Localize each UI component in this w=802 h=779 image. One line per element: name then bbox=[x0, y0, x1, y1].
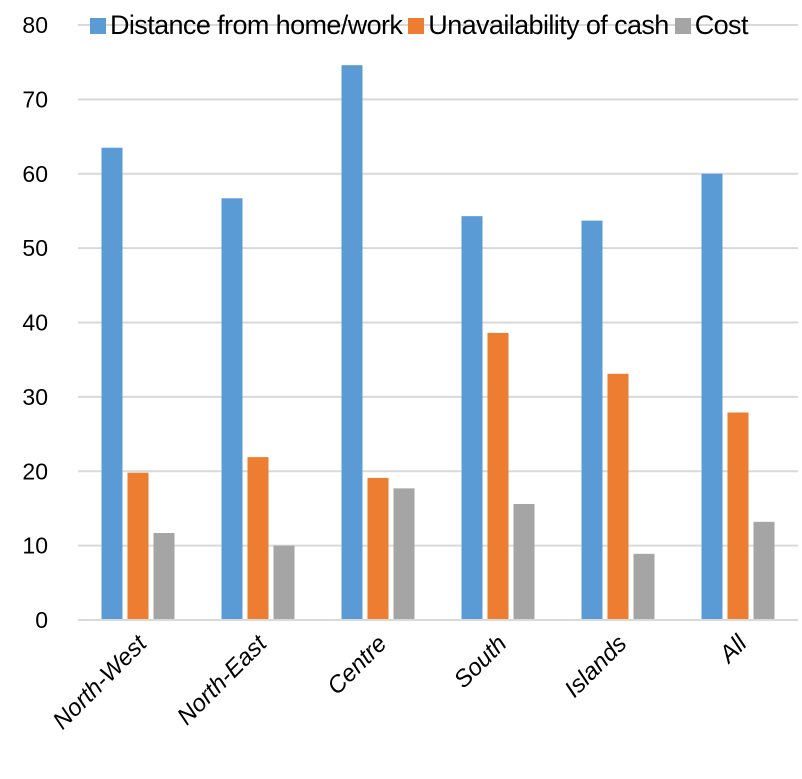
bar-islands-series-0 bbox=[581, 220, 603, 620]
bar-south-series-0 bbox=[461, 216, 483, 621]
legend-swatch bbox=[408, 17, 425, 34]
y-tick-label: 10 bbox=[22, 533, 48, 559]
legend-item: Unavailability of cash bbox=[408, 10, 669, 41]
bar-centre-series-2 bbox=[393, 488, 415, 620]
bars bbox=[101, 65, 775, 621]
bar-north-west-series-0 bbox=[101, 147, 123, 620]
legend-label: Distance from home/work bbox=[110, 10, 403, 40]
bar-south-series-2 bbox=[513, 503, 535, 620]
x-category-label: Islands bbox=[559, 630, 632, 703]
bar-south-series-1 bbox=[487, 332, 509, 620]
legend-item: Cost bbox=[674, 10, 749, 41]
bar-north-east-series-2 bbox=[273, 545, 295, 620]
y-tick-label: 60 bbox=[22, 161, 48, 187]
y-tick-label: 20 bbox=[22, 458, 48, 484]
legend-label: Unavailability of cash bbox=[428, 10, 669, 40]
x-category-label: North-West bbox=[48, 629, 154, 735]
legend-swatch bbox=[90, 17, 106, 34]
legend-label: Cost bbox=[694, 10, 749, 40]
legend-item: Distance from home/work bbox=[90, 10, 403, 41]
y-tick-label: 0 bbox=[35, 607, 48, 633]
bar-north-west-series-2 bbox=[153, 532, 175, 620]
bar-all-series-2 bbox=[753, 521, 775, 620]
bar-all-series-1 bbox=[727, 412, 749, 620]
legend: Distance from home/work Unavailability of… bbox=[90, 10, 754, 41]
y-tick-label: 80 bbox=[22, 12, 48, 38]
bar-north-east-series-1 bbox=[247, 457, 269, 620]
bar-islands-series-2 bbox=[633, 553, 655, 620]
x-category-label: All bbox=[713, 630, 753, 670]
x-category-label: South bbox=[449, 630, 512, 693]
y-tick-label: 40 bbox=[22, 310, 48, 336]
bar-north-east-series-0 bbox=[221, 198, 243, 620]
bar-centre-series-0 bbox=[341, 65, 363, 621]
y-tick-label: 70 bbox=[22, 86, 48, 112]
legend-swatch bbox=[674, 17, 691, 34]
bar-centre-series-1 bbox=[367, 477, 389, 620]
bar-islands-series-1 bbox=[607, 373, 629, 620]
y-tick-label: 30 bbox=[22, 384, 48, 410]
x-axis-category-labels: North-West North-East Centre South Islands Al… bbox=[48, 629, 753, 735]
y-tick-label: 50 bbox=[22, 235, 48, 261]
x-category-label: North-East bbox=[172, 629, 273, 730]
bar-north-west-series-1 bbox=[127, 472, 149, 620]
y-axis-tick-labels: 0 10 20 30 40 50 60 70 80 bbox=[22, 12, 48, 633]
bar-all-series-0 bbox=[701, 173, 723, 620]
gridlines bbox=[78, 24, 798, 547]
x-category-label: Centre bbox=[322, 630, 392, 700]
